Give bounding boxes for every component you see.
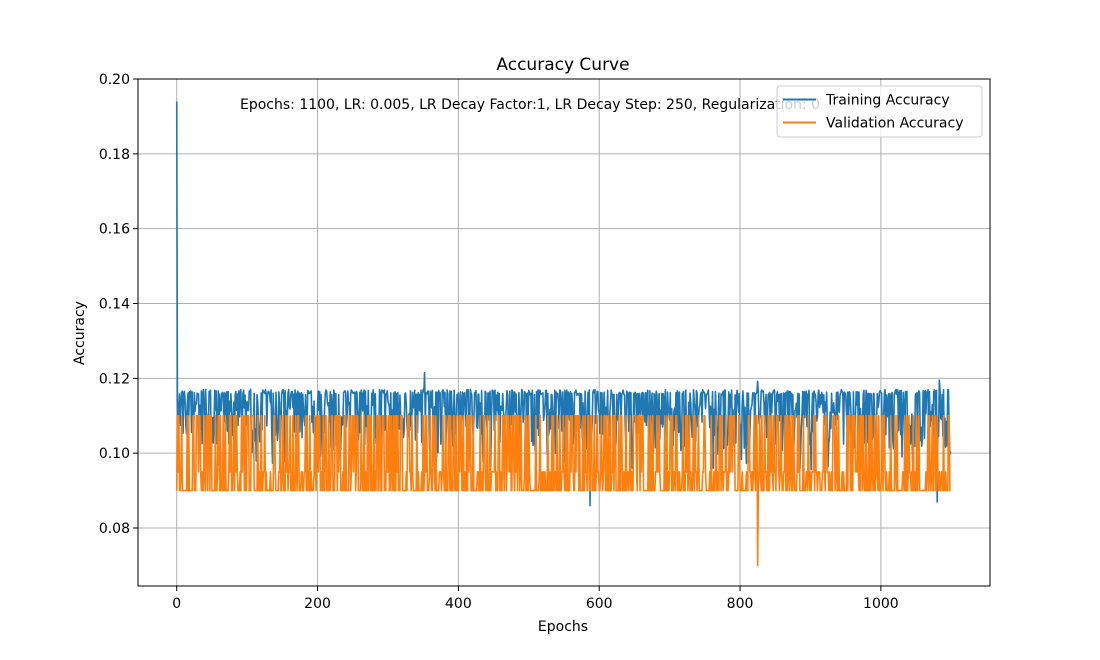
x-tick-label: 600 xyxy=(586,596,613,612)
x-tick-label: 0 xyxy=(172,596,181,612)
legend-label-training: Training Accuracy xyxy=(825,93,950,109)
axis-ticks: 0 200 400 600 800 1000 0.08 0.10 0.12 0.14 0.16 0.1… xyxy=(99,72,899,612)
y-tick-label: 0.16 xyxy=(99,222,130,238)
plot-frame xyxy=(137,78,991,587)
y-tick-label: 0.14 xyxy=(99,297,130,313)
legend-label-validation: Validation Accuracy xyxy=(826,116,964,132)
x-tick-label: 1000 xyxy=(863,596,899,612)
y-tick-label: 0.10 xyxy=(99,446,130,462)
series-lines xyxy=(175,101,952,567)
series-validation-accuracy xyxy=(175,414,951,567)
y-tick-label: 0.18 xyxy=(99,147,130,163)
legend-box xyxy=(776,85,983,138)
legend: Training Accuracy Validation Accuracy xyxy=(776,85,983,138)
x-tick-label: 200 xyxy=(304,596,331,612)
y-tick-label: 0.20 xyxy=(99,72,130,88)
chart-title: Accuracy Curve xyxy=(496,55,629,75)
x-axis-label: Epochs xyxy=(538,619,588,635)
annotation-text: Epochs: 1100, LR: 0.005, LR Decay Factor… xyxy=(240,97,820,113)
x-tick-label: 400 xyxy=(445,596,472,612)
x-tick-label: 800 xyxy=(727,596,754,612)
grid xyxy=(138,78,990,586)
y-axis-label: Accuracy xyxy=(72,301,88,365)
y-tick-label: 0.12 xyxy=(99,371,130,387)
y-tick-label: 0.08 xyxy=(99,521,130,537)
